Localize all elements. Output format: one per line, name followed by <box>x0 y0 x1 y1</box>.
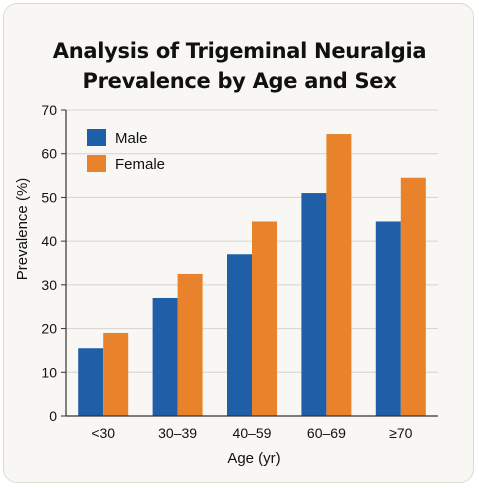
y-tick-label: 30 <box>41 277 57 293</box>
y-axis-ticks: 0 10 20 30 40 50 60 70 <box>41 102 66 424</box>
y-tick-label: 60 <box>41 146 57 162</box>
bar-male-4 <box>375 221 401 416</box>
x-tick-label: 30–39 <box>158 425 197 441</box>
x-axis-label: Age (yr) <box>227 450 280 467</box>
bar-female-2 <box>252 221 277 416</box>
y-tick-label: 40 <box>41 233 57 249</box>
bars <box>78 134 426 417</box>
legend-swatch-female <box>87 155 106 172</box>
bar-female-1 <box>177 273 203 416</box>
y-tick-label: 20 <box>41 321 57 337</box>
x-tick-label: ≥70 <box>389 425 412 441</box>
legend-label-male: Male <box>115 130 148 147</box>
legend-swatch-male <box>87 129 106 146</box>
chart-title: Analysis of Trigeminal Neuralgia Prevale… <box>0 36 479 96</box>
y-tick-label: 10 <box>41 364 57 380</box>
y-tick-label: 0 <box>49 408 57 424</box>
chart-title-line-2: Prevalence by Age and Sex <box>82 69 397 93</box>
y-tick-label: 70 <box>41 102 57 118</box>
bar-male-0 <box>78 348 104 416</box>
legend: Male Female <box>87 129 165 173</box>
legend-label-female: Female <box>115 156 165 173</box>
x-tick-label: <30 <box>91 425 115 441</box>
x-tick-label: 40–59 <box>233 425 272 441</box>
y-tick-label: 50 <box>41 189 57 205</box>
x-axis-ticks: <30 30–39 40–59 60–69 ≥70 <box>91 425 412 441</box>
bar-male-2 <box>227 254 252 416</box>
bar-female-0 <box>103 332 129 416</box>
bar-female-4 <box>400 177 426 416</box>
y-axis-label: Prevalence (%) <box>14 178 31 281</box>
x-tick-label: 60–69 <box>307 425 346 441</box>
bar-female-3 <box>326 134 352 417</box>
chart-title-line-1: Analysis of Trigeminal Neuralgia <box>52 39 427 63</box>
bar-male-1 <box>152 297 178 416</box>
bar-male-3 <box>301 193 327 416</box>
